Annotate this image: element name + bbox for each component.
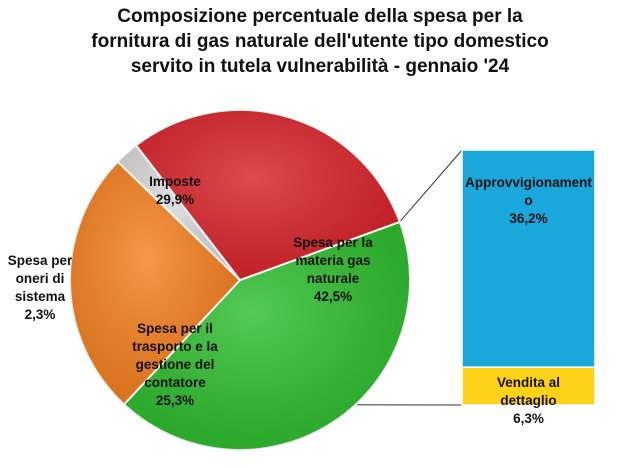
pie-slice-shade-imposte <box>136 109 400 280</box>
connector-line-top <box>399 149 463 223</box>
chart-title-line-1: Composizione percentuale della spesa per… <box>117 6 523 27</box>
data-label-materia: Spesa per la materia gas naturale 42,5% <box>293 235 373 304</box>
chart-title: Composizione percentuale della spesa per… <box>0 4 640 79</box>
pie-slices <box>69 109 411 451</box>
breakdown-bar <box>461 149 596 406</box>
pie-slice-shade-trasporto <box>70 161 241 405</box>
data-label-imposte: Imposte 29,9% <box>149 174 201 207</box>
chart-title-line-2: fornitura di gas naturale dell'utente ti… <box>91 31 549 52</box>
data-label-oneri: Spesa per oneri di sistema 2,3% <box>8 253 73 322</box>
chart-title-line-3: servito in tutela vulnerabilità - gennai… <box>130 56 510 77</box>
data-labels: Spesa per la materia gas naturale 42,5% Spes… <box>8 174 593 426</box>
data-label-approvvigionamento: Approvvigionament o 36,2% <box>465 175 592 226</box>
data-label-vendita: Vendita al dettaglio 6,3% <box>497 375 560 426</box>
bar-segment-vendita <box>461 366 596 406</box>
data-label-trasporto: Spesa per il trasporto e la gestione del co… <box>132 321 218 408</box>
pie-slice-shade-materia <box>124 221 411 451</box>
pie-slice-shade-oneri <box>117 145 240 280</box>
